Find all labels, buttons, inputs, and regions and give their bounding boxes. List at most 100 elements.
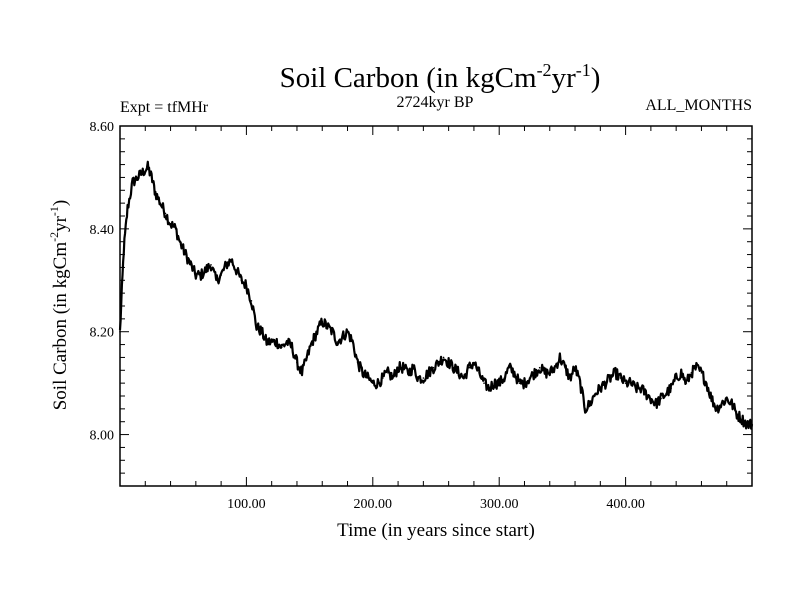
title-sup-2: -1	[576, 60, 591, 80]
data-point	[746, 423, 748, 426]
data-point	[619, 377, 622, 379]
data-point	[432, 366, 435, 369]
data-point	[710, 397, 713, 400]
data-point	[346, 330, 349, 333]
data-point	[126, 207, 129, 210]
data-point	[665, 392, 667, 395]
data-point	[301, 372, 303, 374]
data-point	[554, 366, 556, 369]
title-sup-1: -2	[537, 60, 552, 80]
data-point	[361, 372, 364, 374]
data-point	[452, 366, 455, 369]
data-point	[599, 387, 602, 390]
data-point	[316, 330, 318, 333]
data-point	[660, 397, 662, 400]
data-point	[655, 402, 657, 405]
data-point	[468, 366, 470, 369]
data-point	[215, 279, 217, 282]
data-point	[265, 341, 268, 343]
data-point	[533, 372, 536, 374]
data-point	[473, 361, 475, 364]
data-point	[387, 372, 389, 374]
data-point	[564, 366, 566, 369]
data-point	[650, 397, 652, 400]
data-point	[412, 366, 415, 369]
data-point	[136, 176, 139, 179]
data-point	[407, 372, 409, 374]
data-point	[235, 269, 238, 271]
experiment-label: Expt = tfMHr	[120, 99, 209, 116]
data-point	[275, 341, 278, 343]
data-point	[169, 222, 172, 225]
data-point	[685, 382, 688, 384]
data-point	[695, 366, 698, 369]
x-tick-label: 200.00	[354, 497, 393, 512]
data-point	[341, 336, 344, 338]
data-point	[579, 382, 581, 384]
data-point	[483, 382, 485, 384]
data-point	[326, 325, 329, 328]
data-point	[402, 366, 404, 369]
data-point	[528, 377, 531, 379]
data-point	[715, 408, 718, 410]
data-point	[366, 377, 369, 379]
series-layer	[118, 160, 754, 430]
y-tick-label: 8.20	[90, 326, 115, 341]
data-point	[205, 269, 207, 271]
title-main: Soil Carbon (in kgCm	[280, 62, 537, 94]
data-point	[270, 341, 273, 343]
data-point	[725, 397, 728, 400]
data-point	[220, 274, 222, 276]
data-point	[442, 356, 445, 359]
data-point	[569, 377, 571, 379]
data-point	[291, 346, 293, 348]
ylabel-sup-2: -1	[47, 206, 61, 216]
axis-ticks	[120, 125, 752, 487]
plot-frame	[119, 125, 753, 487]
data-point	[240, 279, 243, 282]
data-point	[189, 264, 192, 266]
ylabel-end: )	[50, 200, 71, 206]
data-point	[195, 274, 197, 276]
ylabel-sup-1: -2	[47, 232, 61, 242]
ylabel-main: Soil Carbon (in kgCm	[50, 242, 71, 411]
data-point	[225, 264, 227, 266]
data-point	[280, 346, 283, 348]
data-point	[700, 372, 703, 374]
data-point	[690, 372, 693, 374]
data-point	[478, 372, 480, 374]
data-point	[179, 243, 182, 246]
months-label: ALL_MONTHS	[645, 97, 752, 114]
data-point	[538, 366, 541, 369]
data-point	[311, 341, 313, 343]
data-point	[720, 402, 723, 405]
data-point	[670, 387, 672, 390]
x-tick-label: 400.00	[606, 497, 645, 512]
data-point	[331, 330, 334, 333]
data-point	[493, 382, 495, 384]
data-point	[634, 387, 637, 390]
data-point	[730, 402, 733, 405]
y-tick-label: 8.00	[90, 429, 115, 444]
data-point	[609, 377, 612, 379]
data-point	[255, 325, 258, 328]
x-axis-label: Time (in years since start)	[337, 520, 535, 541]
ylabel-mid: yr	[50, 215, 71, 232]
data-point	[422, 377, 425, 379]
data-point	[260, 330, 263, 333]
data-point	[174, 228, 177, 230]
data-point	[675, 377, 677, 379]
data-point	[164, 212, 167, 215]
data-point	[559, 356, 561, 359]
data-point	[523, 382, 526, 384]
data-point	[250, 300, 253, 302]
data-point	[645, 392, 647, 395]
data-point	[141, 171, 144, 174]
data-point	[508, 366, 511, 369]
axis-tick-labels: 100.00 200.00 300.00 400.00 8.00 8.20 8.40 8.60	[90, 120, 645, 512]
series-line	[118, 160, 754, 430]
data-point	[336, 341, 339, 343]
data-point	[457, 372, 460, 374]
y-tick-label: 8.60	[90, 120, 115, 135]
data-point	[736, 413, 738, 415]
